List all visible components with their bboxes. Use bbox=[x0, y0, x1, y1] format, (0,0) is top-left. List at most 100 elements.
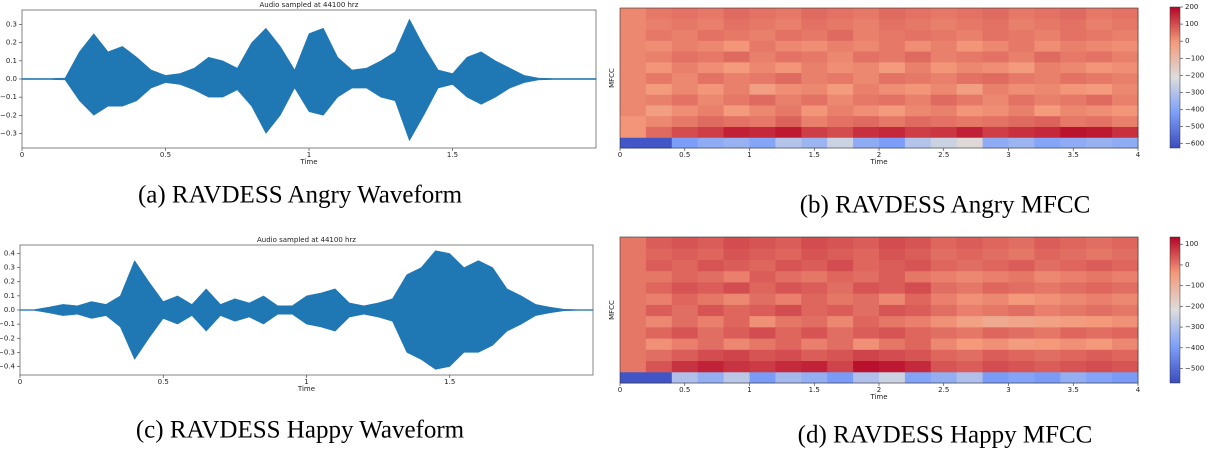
heatmap-cell bbox=[1060, 326, 1087, 339]
heatmap-cell bbox=[853, 61, 880, 74]
heatmap-cell bbox=[1086, 126, 1113, 138]
heatmap-cell bbox=[982, 137, 1009, 149]
heatmap-cell bbox=[930, 126, 958, 138]
heatmap-cell bbox=[1112, 360, 1139, 373]
colorbar-tick-label: −200 bbox=[1185, 71, 1204, 79]
heatmap-cell bbox=[645, 18, 673, 31]
heatmap-cell bbox=[697, 248, 725, 260]
heatmap-cell bbox=[645, 270, 673, 283]
heatmap-cell bbox=[1008, 29, 1035, 41]
y-tick-label: 0.1 bbox=[4, 292, 15, 300]
heatmap-cell bbox=[749, 104, 776, 117]
heatmap-cell bbox=[697, 29, 725, 41]
heatmap-cell bbox=[853, 270, 880, 283]
heatmap-cell bbox=[1008, 270, 1035, 283]
heatmap-cell bbox=[1086, 237, 1113, 249]
heatmap-cell bbox=[879, 61, 906, 74]
heatmap-cell bbox=[645, 293, 673, 305]
heatmap-cell bbox=[697, 259, 725, 272]
heatmap-cell bbox=[645, 248, 673, 260]
heatmap-cell bbox=[904, 349, 932, 362]
heatmap-cell bbox=[749, 137, 776, 149]
heatmap-cell bbox=[749, 18, 776, 31]
heatmap-cell bbox=[671, 237, 699, 249]
heatmap-cell bbox=[930, 137, 958, 149]
heatmap-cell bbox=[904, 51, 932, 63]
heatmap-cell bbox=[827, 259, 854, 272]
heatmap-cell bbox=[1034, 371, 1061, 384]
heatmap-cell bbox=[982, 237, 1009, 249]
heatmap-cell bbox=[749, 315, 776, 328]
heatmap-cell bbox=[697, 293, 725, 305]
heatmap-cell bbox=[645, 360, 673, 373]
heatmap-cell bbox=[775, 83, 802, 95]
heatmap-cell bbox=[879, 315, 906, 328]
heatmap-cell bbox=[723, 270, 750, 283]
heatmap-cell bbox=[697, 304, 725, 317]
heatmap-cell bbox=[982, 61, 1009, 74]
heatmap-cell bbox=[1086, 72, 1113, 84]
heatmap-cell bbox=[1086, 338, 1113, 350]
heatmap-cell bbox=[1086, 259, 1113, 272]
heatmap-cell bbox=[904, 304, 932, 317]
heatmap-cell bbox=[1112, 18, 1139, 31]
heatmap-cell bbox=[879, 29, 906, 41]
heatmap-cell bbox=[827, 29, 854, 41]
y-tick-label: −0.3 bbox=[0, 348, 15, 356]
heatmap-cell bbox=[956, 349, 984, 362]
heatmap-cell bbox=[801, 8, 828, 20]
colorbar-tick-label: −100 bbox=[1185, 54, 1204, 62]
heatmap-cell bbox=[827, 293, 854, 305]
heatmap-cell bbox=[620, 137, 647, 149]
heatmap-cell bbox=[1008, 259, 1035, 272]
heatmap-cell bbox=[827, 115, 854, 127]
heatmap-cell bbox=[749, 248, 776, 260]
y-tick-label: 0.3 bbox=[6, 21, 17, 29]
heatmap-cell bbox=[801, 51, 828, 63]
heatmap-cell bbox=[645, 8, 673, 20]
heatmap-cell bbox=[1086, 326, 1113, 339]
heatmap-cell bbox=[930, 83, 958, 95]
heatmap-cell bbox=[879, 270, 906, 283]
heatmap-cell bbox=[904, 61, 932, 74]
heatmap-cell bbox=[671, 18, 699, 31]
x-tick-label: 1 bbox=[304, 378, 308, 386]
heatmap-cell bbox=[956, 137, 984, 149]
heatmap-cell bbox=[1008, 18, 1035, 31]
colorbar-tick-label: −300 bbox=[1185, 323, 1204, 331]
heatmap-cell bbox=[1034, 326, 1061, 339]
heatmap-cell bbox=[1086, 371, 1113, 384]
heatmap-cell bbox=[697, 18, 725, 31]
heatmap-cell bbox=[671, 51, 699, 63]
heatmap-cell bbox=[1086, 304, 1113, 317]
heatmap-cell bbox=[775, 237, 802, 249]
heatmap-cell bbox=[671, 115, 699, 127]
heatmap-cell bbox=[904, 293, 932, 305]
heatmap-cell bbox=[620, 115, 647, 127]
heatmap-cell bbox=[982, 29, 1009, 41]
x-tick-label: 1 bbox=[307, 151, 311, 159]
heatmap-cell bbox=[723, 72, 750, 84]
heatmap-cell bbox=[879, 137, 906, 149]
caption: (c) RAVDESS Happy Waveform bbox=[136, 417, 465, 444]
heatmap-cell bbox=[671, 360, 699, 373]
heatmap-cell bbox=[982, 248, 1009, 260]
heatmap-cell bbox=[801, 137, 828, 149]
heatmap-cell bbox=[1086, 248, 1113, 260]
heatmap-cell bbox=[1112, 51, 1139, 63]
heatmap-cell bbox=[723, 126, 750, 138]
heatmap-cell bbox=[645, 40, 673, 52]
heatmap-cell bbox=[671, 29, 699, 41]
heatmap-cell bbox=[1008, 104, 1035, 117]
x-tick-label: 1 bbox=[747, 386, 751, 394]
heatmap-cell bbox=[1112, 137, 1139, 149]
heatmap-cell bbox=[1034, 349, 1061, 362]
heatmap-cell bbox=[723, 115, 750, 127]
heatmap-cell bbox=[801, 29, 828, 41]
x-tick-label: 2.5 bbox=[938, 386, 949, 394]
heatmap-cell bbox=[982, 72, 1009, 84]
heatmap-cell bbox=[671, 94, 699, 106]
heatmap-cell bbox=[879, 115, 906, 127]
heatmap-cell bbox=[1060, 40, 1087, 52]
heatmap-cell bbox=[1060, 61, 1087, 74]
